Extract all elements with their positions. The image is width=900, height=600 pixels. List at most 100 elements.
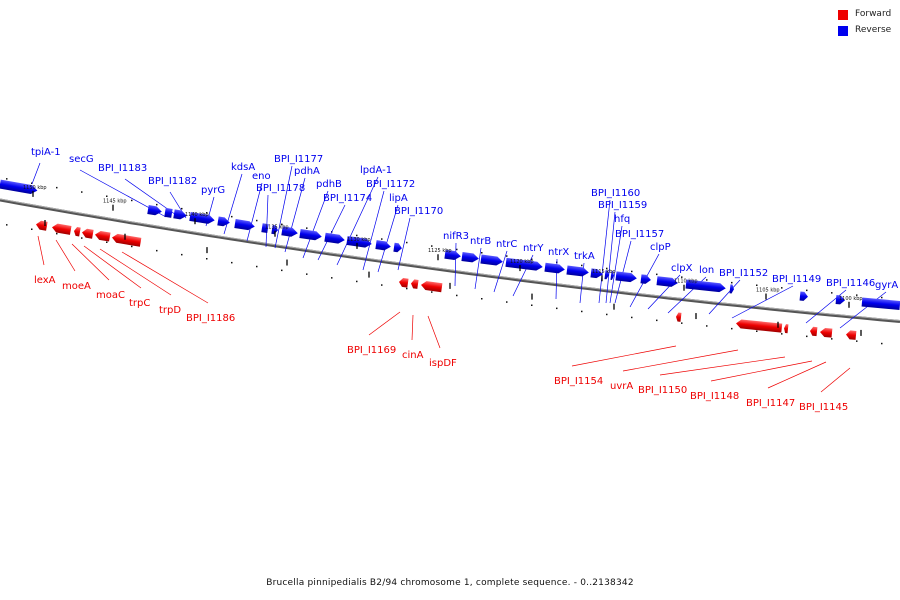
forward-gene-feature[interactable] bbox=[94, 230, 111, 242]
gene-label-eno: eno bbox=[252, 171, 271, 182]
leader-line bbox=[427, 315, 441, 349]
leader-line bbox=[55, 239, 76, 272]
forward-gene-feature-shape bbox=[112, 233, 142, 247]
reverse-gene-feature-shape bbox=[480, 254, 503, 266]
scale-dots bbox=[6, 178, 883, 345]
reverse-gene-feature[interactable] bbox=[615, 271, 637, 283]
gene-label-bpi-i1177: BPI_I1177 bbox=[274, 154, 323, 165]
gene-label-bpi-i1169: BPI_I1169 bbox=[347, 345, 396, 356]
forward-gene-feature-shape bbox=[810, 326, 818, 337]
gene-label-bpi-i1154: BPI_I1154 bbox=[554, 376, 603, 387]
reverse-gene-feature[interactable] bbox=[261, 223, 269, 234]
forward-gene-feature[interactable] bbox=[784, 324, 789, 334]
forward-gene-feature[interactable] bbox=[81, 228, 94, 239]
reverse-gene-feature[interactable] bbox=[147, 205, 162, 216]
scale-dot bbox=[806, 289, 808, 292]
forward-gene-feature[interactable] bbox=[736, 319, 783, 333]
forward-gene-feature[interactable] bbox=[51, 223, 72, 235]
leader-line bbox=[368, 311, 401, 336]
forward-gene-feature[interactable] bbox=[398, 277, 409, 288]
reverse-gene-feature[interactable] bbox=[173, 209, 187, 220]
leader-line bbox=[397, 217, 411, 271]
forward-gene-feature[interactable] bbox=[846, 330, 857, 340]
scale-dot bbox=[256, 219, 258, 222]
reverse-gene-feature-shape bbox=[444, 249, 461, 260]
reverse-gene-feature-shape bbox=[375, 240, 391, 251]
forward-gene-feature[interactable] bbox=[111, 233, 142, 247]
gene-label-pdha: pdhA bbox=[294, 166, 320, 177]
reverse-gene-feature[interactable] bbox=[566, 265, 589, 278]
reverse-gene-feature[interactable] bbox=[729, 284, 735, 294]
forward-gene-feature-shape bbox=[74, 226, 81, 237]
scale-dot bbox=[256, 265, 258, 268]
reverse-gene-feature[interactable] bbox=[217, 216, 230, 227]
leader-line bbox=[767, 361, 827, 389]
leader-line bbox=[99, 248, 172, 296]
leader-line bbox=[708, 279, 741, 315]
reverse-gene-feature[interactable] bbox=[861, 297, 900, 310]
forward-gene-feature[interactable] bbox=[420, 280, 443, 293]
leader-line bbox=[820, 367, 851, 393]
gene-labels: tpiA-1secGBPI_I1183BPI_I1182pyrGkdsAenoB… bbox=[31, 147, 898, 413]
scale-dot bbox=[681, 276, 683, 278]
gene-label-moea: moeA bbox=[62, 281, 91, 292]
reverse-gene-feature[interactable] bbox=[271, 224, 278, 235]
reverse-gene-feature[interactable] bbox=[685, 279, 727, 293]
scale-dot bbox=[206, 212, 208, 214]
reverse-gene-feature[interactable] bbox=[281, 226, 298, 237]
kbp-tick-label: 1120 kbp bbox=[510, 259, 534, 265]
gene-label-bpi-i1147: BPI_I1147 bbox=[746, 398, 795, 409]
reverse-gene-feature[interactable] bbox=[234, 219, 255, 231]
forward-gene-feature[interactable] bbox=[410, 279, 419, 289]
reverse-gene-feature[interactable] bbox=[835, 295, 846, 305]
scale-dot bbox=[6, 178, 8, 180]
reverse-gene-feature[interactable] bbox=[480, 254, 503, 267]
reverse-gene-feature[interactable] bbox=[604, 270, 609, 280]
reverse-gene-feature-shape bbox=[544, 262, 565, 274]
reverse-gene-feature[interactable] bbox=[656, 276, 678, 287]
reverse-gene-feature[interactable] bbox=[164, 207, 173, 218]
reverse-gene-feature[interactable] bbox=[299, 229, 322, 241]
reverse-gene-feature[interactable] bbox=[346, 235, 372, 248]
scale-dot bbox=[431, 291, 433, 293]
reverse-gene-feature-shape bbox=[217, 216, 230, 227]
scale-dot bbox=[131, 199, 133, 202]
reverse-gene-feature[interactable] bbox=[544, 262, 565, 274]
scale-dot bbox=[656, 319, 658, 322]
reverse-gene-feature-shape bbox=[590, 268, 603, 279]
reverse-gene-feature[interactable] bbox=[393, 242, 402, 253]
scale-dot bbox=[781, 287, 783, 289]
leader-line bbox=[614, 240, 632, 304]
reverse-gene-feature[interactable] bbox=[0, 179, 38, 196]
scale-dot bbox=[631, 316, 633, 319]
reverse-gene-feature[interactable] bbox=[375, 240, 391, 251]
forward-gene-feature-shape bbox=[676, 312, 682, 322]
forward-gene-feature[interactable] bbox=[820, 327, 833, 338]
scale-dot bbox=[406, 287, 408, 290]
forward-gene-feature-shape bbox=[399, 277, 409, 288]
gene-label-bpi-i1160: BPI_I1160 bbox=[591, 188, 640, 199]
reverse-gene-feature[interactable] bbox=[590, 268, 603, 279]
forward-gene-feature-shape bbox=[421, 281, 443, 293]
scale-dot bbox=[581, 264, 583, 267]
scale-dot bbox=[556, 307, 558, 310]
forward-gene-feature[interactable] bbox=[675, 312, 682, 322]
reverse-gene-feature[interactable] bbox=[461, 252, 479, 263]
scale-dot bbox=[181, 253, 183, 256]
reverse-swatch bbox=[838, 26, 848, 36]
forward-gene-feature[interactable] bbox=[35, 220, 48, 231]
leader-line bbox=[83, 245, 142, 289]
leader-line bbox=[609, 225, 623, 304]
forward-gene-feature[interactable] bbox=[810, 326, 818, 337]
reverse-gene-feature[interactable] bbox=[324, 232, 345, 245]
reverse-gene-feature[interactable] bbox=[640, 274, 651, 284]
scale-dot bbox=[706, 325, 708, 327]
scale-dot bbox=[731, 327, 733, 330]
forward-gene-feature-shape bbox=[784, 324, 789, 334]
forward-gene-feature[interactable] bbox=[73, 226, 81, 237]
reverse-gene-feature[interactable] bbox=[444, 249, 461, 261]
scale-dot bbox=[131, 245, 133, 248]
reverse-gene-feature[interactable] bbox=[505, 257, 543, 272]
reverse-gene-feature[interactable] bbox=[799, 291, 809, 302]
reverse-gene-feature[interactable] bbox=[610, 270, 614, 280]
